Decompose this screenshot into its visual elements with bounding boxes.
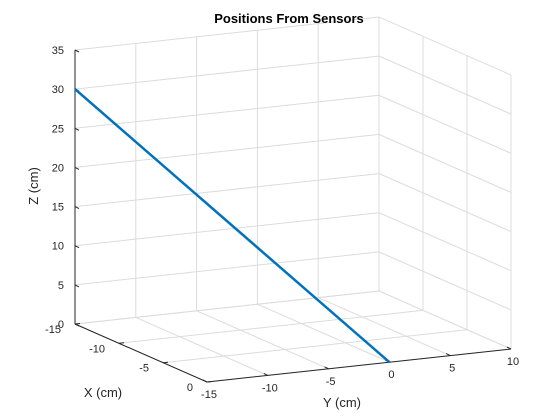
grid-line [257,303,390,363]
y-tick-label: 0 [388,369,394,381]
z-tick-mark [74,323,80,327]
x-tick-label: -5 [139,363,149,375]
y-axis-line [206,348,512,383]
grid-line [118,309,424,344]
z-tick-label: 5 [58,280,64,292]
grid-line [378,251,512,311]
z-tick-label: 25 [52,123,64,135]
grid-line [378,290,512,350]
chart-title: Positions From Sensors [214,11,364,26]
z-tick-label: 15 [52,202,64,214]
grid-line [317,297,451,357]
x-tick-label: 0 [187,382,193,394]
grid-line [162,329,468,364]
y-tick-mark [506,346,512,350]
y-tick-label: 10 [507,356,519,368]
y-tick-mark [324,366,329,370]
y-tick-label: 5 [449,363,455,375]
z-tick-mark [74,127,80,131]
x-tick-label: -10 [89,343,105,355]
z-tick-mark [74,284,80,288]
grid-line [74,94,380,129]
grid-line [378,133,512,193]
grid-line [74,212,380,247]
grid-line [74,16,380,51]
axes [74,49,512,383]
x-tick-mark [206,381,213,383]
grid-line [74,290,380,325]
z-tick-label: 30 [52,84,64,96]
grid [74,16,512,383]
z-axis-title: Z (cm) [26,167,41,205]
grid-line [135,316,269,376]
y-tick-mark [202,379,208,383]
series-line [74,88,391,364]
x-tick-label: -15 [45,324,61,336]
y-tick-label: -15 [201,389,217,401]
grid-line [378,55,512,115]
z-tick-mark [74,49,80,53]
z-tick-mark [74,206,80,210]
grid-line [378,173,512,233]
y-tick-label: -5 [326,376,336,388]
y-tick-label: -10 [262,382,278,394]
x-axis-title: X (cm) [84,385,122,400]
grid-line [378,16,512,76]
z-tick-label: 35 [52,45,64,57]
grid-line [378,212,512,272]
grid-line [74,173,380,208]
x-tick-mark [118,342,125,344]
grid-line [378,94,512,154]
z-tick-label: 0 [58,319,64,331]
y-tick-mark [263,372,269,376]
y-tick-mark [445,353,451,357]
grid-line [74,55,380,90]
z-tick-mark [74,166,80,170]
y-axis-title: Y (cm) [323,395,361,410]
z-tick-label: 20 [52,162,64,174]
x-axis-line [74,323,208,383]
grid-line [74,133,380,168]
grid-line [196,310,329,370]
grid-line [74,251,380,286]
z-tick-label: 10 [52,241,64,253]
x-tick-mark [162,361,169,364]
z-tick-mark [74,245,80,249]
series [74,88,391,364]
